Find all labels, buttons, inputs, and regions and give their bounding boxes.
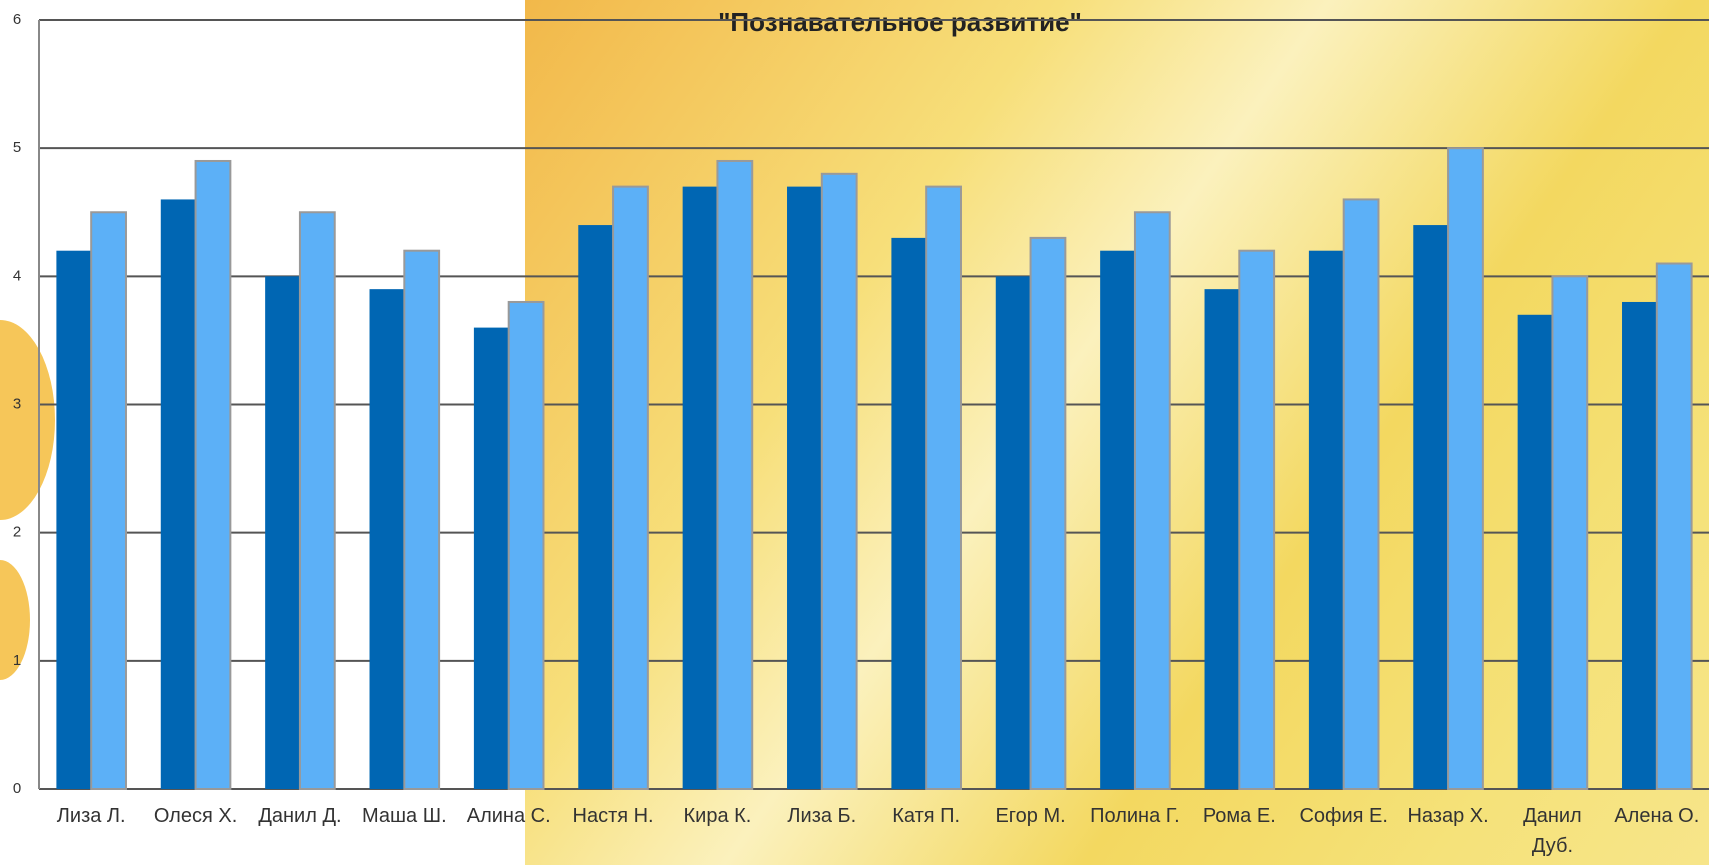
x-tick-label: Полина Г. [1087, 801, 1183, 831]
x-tick-label: Маша Ш. [356, 801, 452, 831]
bar [1622, 302, 1657, 789]
y-tick-label: 5 [13, 139, 21, 156]
bar [1413, 225, 1448, 789]
chart-page: "Познавательное развитие" 0 1 2 3 4 5 6 Лиза Л… [0, 0, 1709, 865]
x-tick-label: Кира К. [669, 801, 765, 831]
x-tick-label: Лиза Л. [43, 801, 139, 831]
x-tick-label: Алена О. [1609, 801, 1705, 831]
x-tick-label: Данил Дуб. [1504, 801, 1600, 861]
chart: "Познавательное развитие" 0 1 2 3 4 5 6 [0, 0, 1709, 865]
y-tick-label: 6 [13, 11, 21, 28]
bar [891, 238, 926, 789]
bar [1135, 212, 1170, 789]
x-tick-label: Алина С. [461, 801, 557, 831]
bar [1205, 289, 1240, 789]
x-tick-label: Катя П. [878, 801, 974, 831]
bar [717, 161, 752, 789]
bar [370, 289, 405, 789]
chart-title: "Познавательное развитие" [718, 7, 1082, 37]
bar [578, 225, 613, 789]
x-tick-label: Лиза Б. [774, 801, 870, 831]
y-tick-label: 0 [13, 780, 21, 797]
x-tick-label: Егор М. [982, 801, 1078, 831]
bar [196, 161, 231, 789]
bar [265, 276, 300, 789]
bar [926, 187, 961, 789]
y-tick-label: 3 [13, 395, 21, 412]
bar [91, 212, 126, 789]
bar [404, 251, 439, 789]
bar [996, 276, 1031, 789]
bar [1448, 148, 1483, 789]
bar [161, 199, 196, 789]
bar [1657, 264, 1692, 789]
bar [787, 187, 822, 789]
bar [1239, 251, 1274, 789]
bar [1518, 315, 1553, 789]
bar [1031, 238, 1066, 789]
bar [613, 187, 648, 789]
bar [509, 302, 544, 789]
bar [300, 212, 335, 789]
x-tick-label: Олеся Х. [147, 801, 243, 831]
x-tick-label: Назар Х. [1400, 801, 1496, 831]
decoration [0, 320, 55, 520]
x-tick-label: София Е. [1296, 801, 1392, 831]
bar [683, 187, 718, 789]
bar [1100, 251, 1135, 789]
bar [474, 328, 509, 789]
x-tick-label: Данил Д. [252, 801, 348, 831]
x-tick-label: Рома Е. [1191, 801, 1287, 831]
bar [1309, 251, 1344, 789]
y-tick-label: 2 [13, 524, 21, 541]
bar [822, 174, 857, 789]
y-tick-label: 1 [13, 652, 21, 669]
x-tick-label: Настя Н. [565, 801, 661, 831]
bar [1552, 276, 1587, 789]
bar [56, 251, 91, 789]
y-tick-label: 4 [13, 267, 21, 284]
bar [1344, 199, 1379, 789]
